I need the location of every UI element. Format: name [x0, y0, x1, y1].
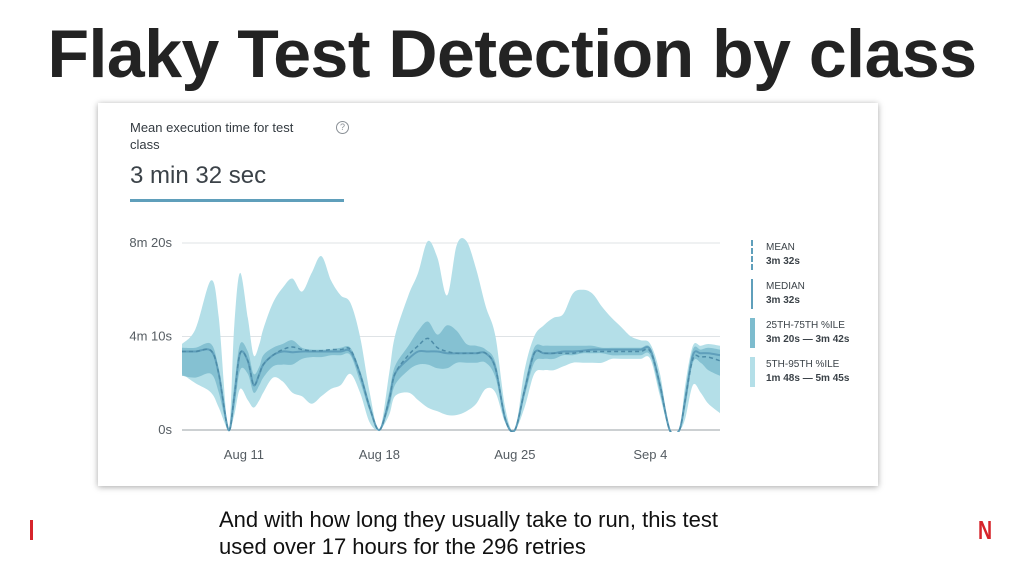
legend-range: 3m 32s	[766, 256, 800, 267]
chart-card: Mean execution time for test class ? 3 m…	[98, 103, 878, 486]
legend-name: 25TH-75TH %ILE	[766, 320, 845, 331]
x-tick-label: Aug 18	[359, 447, 400, 462]
slide-title: Flaky Test Detection by class	[47, 16, 977, 92]
metric-value: 3 min 32 sec	[130, 162, 267, 189]
caption-line2: used over 17 hours for the 296 retries	[219, 534, 586, 559]
legend-name: MEDIAN	[766, 281, 805, 292]
legend-item: 25TH-75TH %ILE 3m 20s — 3m 42s	[750, 318, 870, 357]
metric-label: Mean execution time for test class	[130, 119, 330, 153]
legend-name: MEAN	[766, 242, 795, 253]
legend-item: 5TH-95TH %ILE 1m 48s — 5m 45s	[750, 357, 870, 396]
left-accent-mark	[30, 520, 33, 540]
legend-swatch	[750, 357, 755, 387]
question-circle-icon[interactable]: ?	[336, 121, 349, 134]
chart-legend: MEAN 3m 32s MEDIAN 3m 32s 25TH-75TH %ILE 3m 2…	[750, 240, 870, 396]
band-25th-75th	[182, 321, 720, 432]
legend-range: 1m 48s — 5m 45s	[766, 373, 850, 384]
legend-item: MEAN 3m 32s	[750, 240, 870, 279]
caption-line1: And with how long they usually take to r…	[219, 507, 718, 532]
netflix-logo: N	[978, 515, 993, 545]
legend-swatch	[750, 318, 755, 348]
metric-label-line1: Mean execution time for test	[130, 120, 294, 135]
slide-caption: And with how long they usually take to r…	[219, 506, 859, 560]
legend-name: 5TH-95TH %ILE	[766, 359, 840, 370]
y-tick-label: 4m 10s	[129, 329, 172, 344]
y-tick-label: 8m 20s	[129, 235, 172, 250]
x-tick-label: Sep 4	[633, 447, 667, 462]
legend-range: 3m 32s	[766, 295, 800, 306]
median-line	[182, 346, 720, 432]
metric-underline	[130, 199, 344, 202]
x-tick-label: Aug 11	[224, 447, 264, 462]
legend-item: MEDIAN 3m 32s	[750, 279, 870, 318]
legend-swatch	[751, 279, 753, 309]
legend-swatch	[751, 240, 753, 270]
y-tick-label: 0s	[158, 422, 172, 437]
metric-label-line2: class	[130, 137, 160, 152]
x-tick-label: Aug 25	[494, 447, 535, 462]
legend-range: 3m 20s — 3m 42s	[766, 334, 850, 345]
execution-time-chart: 0s 4m 10s 8m 20s Aug 11 Aug 18 Aug 25 Sep 4	[129, 235, 720, 462]
